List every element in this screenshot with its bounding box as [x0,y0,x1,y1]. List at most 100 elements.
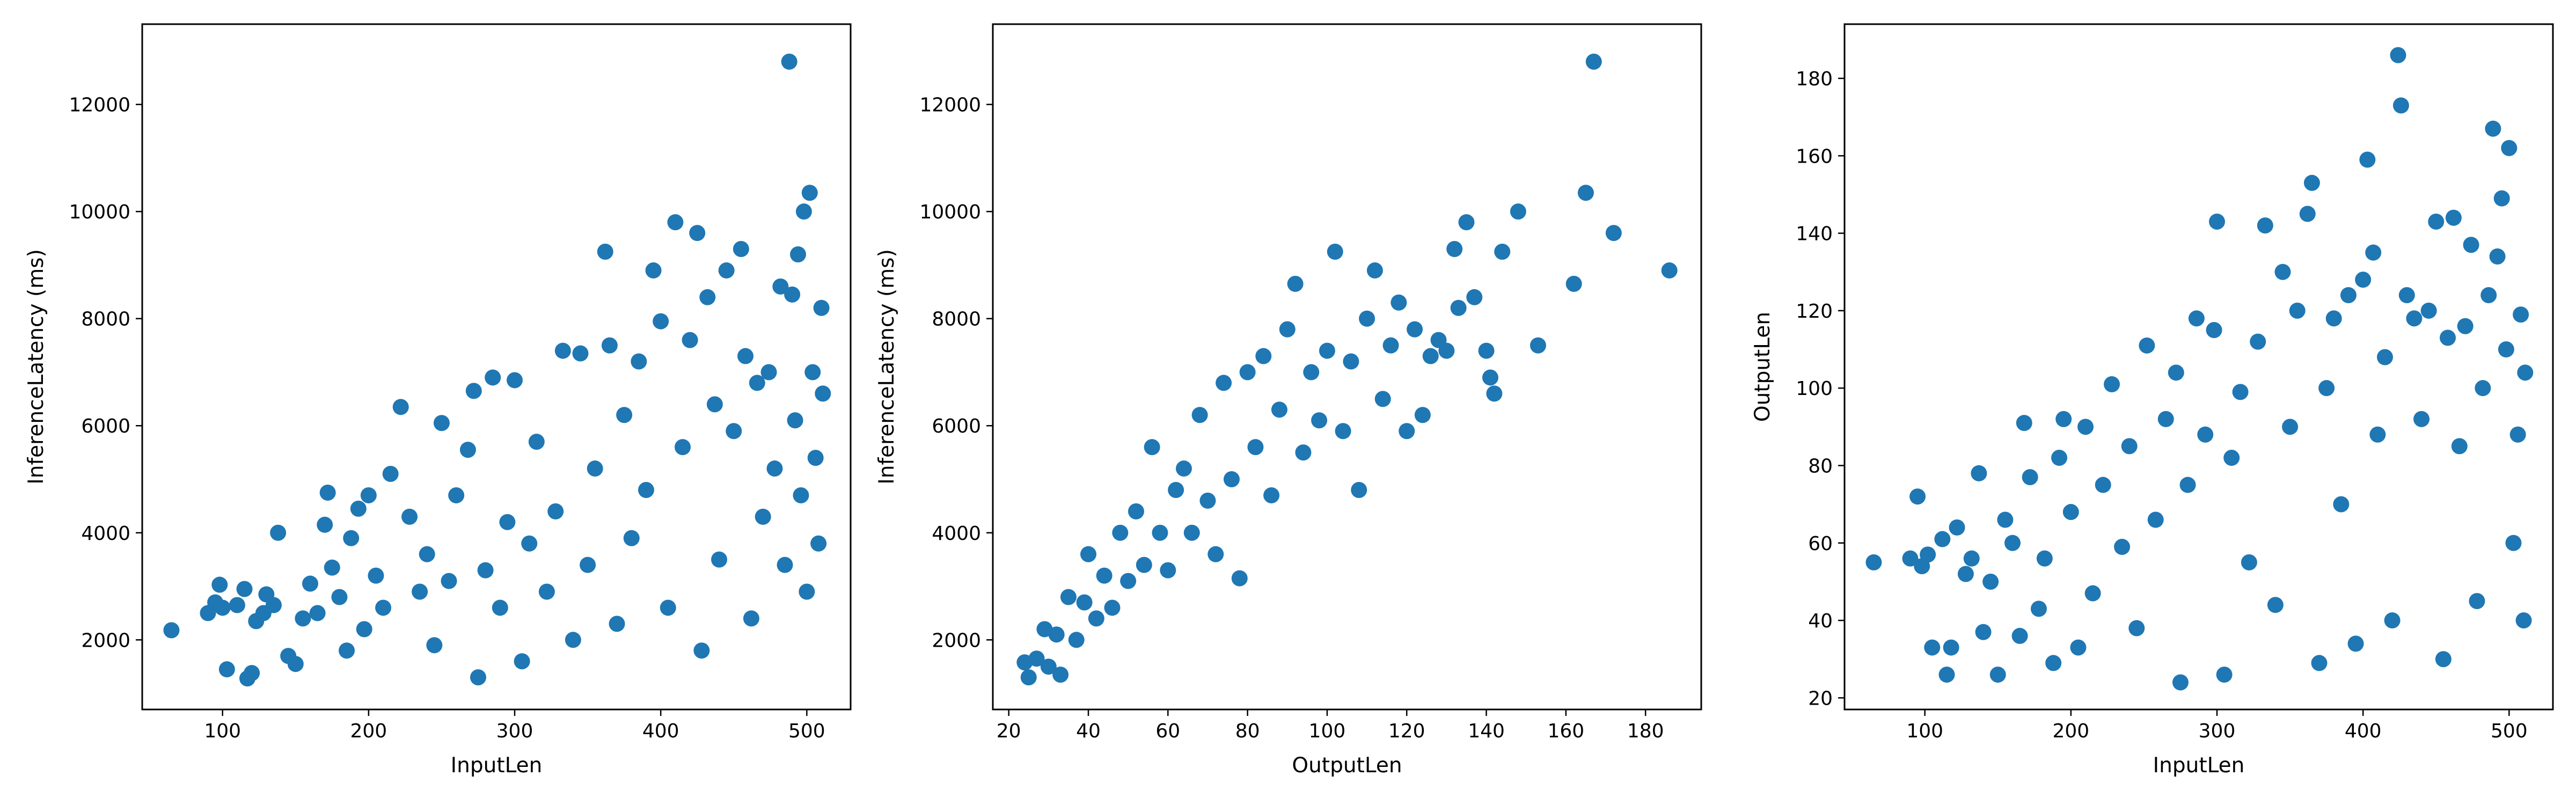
data-point [218,661,235,678]
data-point [2359,151,2376,168]
data-point [755,508,771,525]
x-tick-label: 160 [1548,720,1585,742]
data-point [1366,262,1383,279]
data-point [2457,318,2473,334]
data-point [324,559,340,576]
data-point [1486,385,1503,402]
data-point [2340,287,2357,304]
data-point [419,546,435,562]
data-point [810,535,827,552]
data-point [350,500,367,517]
data-point [2392,97,2409,114]
data-point [412,583,428,600]
data-point [718,262,735,279]
data-point [2209,213,2226,230]
data-point [1605,225,1622,241]
data-point [733,241,749,258]
x-tick-label: 60 [1155,720,1180,742]
data-point [2289,302,2306,319]
y-tick-label: 160 [1796,145,1833,167]
data-point [790,246,807,262]
data-point [693,642,710,659]
data-point [1303,364,1320,380]
x-tick-label: 300 [496,720,533,742]
data-point [2070,639,2087,656]
data-point [528,434,545,450]
data-point [2355,272,2372,288]
data-point [2498,341,2514,358]
data-point [2045,655,2062,671]
data-point [2055,411,2072,427]
data-point [1494,244,1511,260]
x-axis-label: InputLen [2153,753,2245,778]
y-tick-label: 180 [1796,68,1833,90]
x-tick-label: 500 [788,720,825,742]
x-tick-label: 400 [2345,720,2382,742]
data-point [1391,294,1407,311]
data-point [2011,627,2028,644]
data-point [2428,213,2445,230]
y-tick-label: 80 [1808,455,1833,477]
data-point [2311,655,2328,671]
data-point [2485,120,2501,137]
data-point [1052,667,1069,683]
data-point [2517,364,2534,381]
data-point [2077,419,2094,435]
data-point [1510,203,1526,220]
data-point [699,289,716,305]
data-point [270,524,287,541]
data-point [572,345,589,362]
y-tick-label: 2000 [932,630,981,652]
data-point [521,535,538,552]
data-point [706,396,723,413]
data-point [2197,426,2214,443]
data-point [2062,504,2079,521]
data-point [2451,438,2468,455]
data-point [804,364,821,380]
data-point [580,557,596,573]
data-point [1414,407,1431,423]
data-point [1902,550,1919,567]
data-point [2390,47,2406,63]
data-point [587,460,603,477]
data-point [2398,287,2415,304]
data-point [1311,412,1328,429]
data-point [1152,524,1168,541]
data-point [343,530,360,546]
data-point [2365,244,2382,261]
data-point [2303,174,2320,191]
data-point [777,557,793,573]
y-tick-label: 8000 [81,309,130,331]
data-point [477,562,494,579]
data-point [772,278,789,295]
data-point [1168,481,1184,498]
data-point [609,616,625,632]
data-point [1020,669,1037,686]
data-point [319,484,336,501]
data-point [2489,248,2506,265]
data-point [1080,546,1096,562]
data-point [682,332,698,348]
y-tick-label: 2000 [81,630,130,652]
data-point [653,313,669,330]
y-tick-label: 4000 [81,523,130,545]
data-point [211,576,228,593]
data-point [214,599,231,616]
data-point [1982,573,1999,590]
data-point [2420,302,2437,319]
x-tick-label: 100 [1309,720,1346,742]
data-point [1136,557,1152,573]
y-tick-label: 100 [1796,378,1833,400]
plot-frame [992,23,1702,711]
data-point [392,399,409,415]
data-point [2513,306,2529,323]
data-point [492,599,508,616]
data-point [807,450,824,466]
data-point [2051,450,2068,466]
data-point [1208,546,1224,562]
data-point [1287,275,1304,292]
chart-panel-1: 100 200 300 400 500 2000 4000 6000 8000 10000 1200… [24,23,852,778]
data-point [1231,570,1248,587]
data-point [1529,337,1546,354]
data-point [265,597,282,613]
